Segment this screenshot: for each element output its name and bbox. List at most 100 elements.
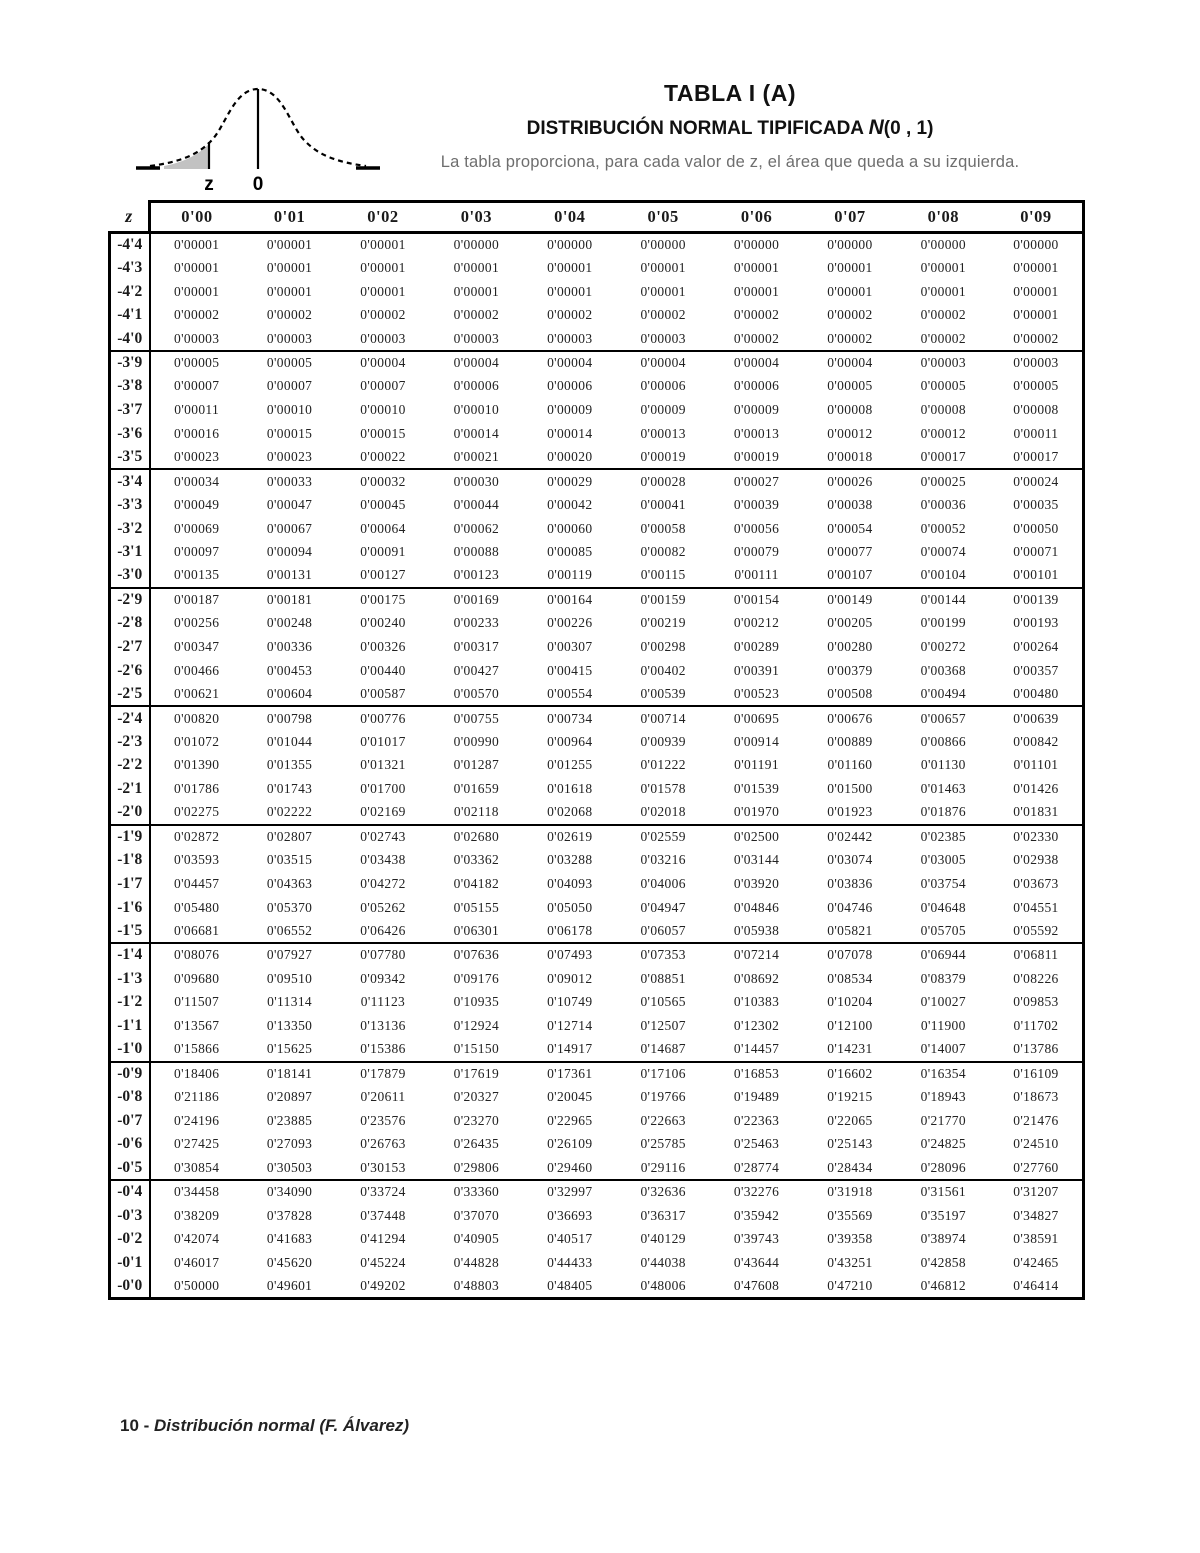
probability-cell: 0'46017 bbox=[174, 1254, 220, 1270]
probability-cell: 0'02275 bbox=[149, 801, 243, 826]
z-row-label: -2'6 bbox=[108, 658, 151, 683]
probability-cell: 0'00233 bbox=[453, 615, 500, 631]
probability-cell: 0'05705 bbox=[896, 919, 991, 945]
probability-cell: 0'19489 bbox=[733, 1089, 780, 1105]
probability-cell: 0'00317 bbox=[453, 639, 500, 655]
probability-cell: 0'00539 bbox=[616, 682, 710, 708]
probability-cell: 0'31207 bbox=[990, 1180, 1085, 1204]
probability-cell: 0'00006 bbox=[453, 378, 500, 394]
probability-cell: 0'00005 bbox=[990, 374, 1085, 399]
probability-cell: 0'04363 bbox=[266, 875, 313, 891]
probability-cell: 0'16354 bbox=[920, 1065, 967, 1081]
z-row-label: -3'2 bbox=[108, 516, 151, 541]
z-row-label: -1'3 bbox=[108, 966, 151, 991]
probability-cell: 0'37070 bbox=[453, 1207, 500, 1223]
table-header: z 0'00 0'01 0'02 0'03 0'04 0'05 0'06 0'07 0'08 0'0… bbox=[109, 200, 1085, 234]
probability-cell: 0'00347 bbox=[174, 639, 220, 655]
probability-cell: 0'00842 bbox=[990, 729, 1085, 754]
probability-cell: 0'17879 bbox=[360, 1065, 406, 1081]
table-row: -4'1 0'00002 0'00002 0'00002 0'00002 0'00002 0… bbox=[108, 303, 1085, 328]
probability-cell: 0'00714 bbox=[640, 710, 686, 726]
probability-cell: 0'00001 bbox=[360, 283, 406, 299]
probability-cell: 0'00003 bbox=[429, 327, 524, 352]
probability-cell: 0'00002 bbox=[733, 307, 780, 323]
table-row: -0'9 0'18406 0'18141 0'17879 0'17619 0'17361 0… bbox=[108, 1061, 1085, 1086]
table-row: -2'2 0'01390 0'01355 0'01321 0'01287 0'01255 0… bbox=[108, 753, 1085, 778]
probability-cell: 0'00079 bbox=[733, 544, 780, 560]
probability-cell: 0'00131 bbox=[242, 564, 337, 589]
column-header: 0'02 bbox=[336, 200, 430, 234]
probability-cell: 0'01578 bbox=[640, 781, 686, 797]
probability-cell: 0'00159 bbox=[640, 592, 686, 608]
probability-cell: 0'00111 bbox=[709, 564, 804, 589]
probability-cell: 0'13350 bbox=[266, 1018, 313, 1034]
gaussian-curve bbox=[149, 87, 367, 168]
probability-cell: 0'09510 bbox=[266, 970, 313, 986]
column-header: 0'05 bbox=[616, 200, 710, 234]
table-row: -0'8 0'21186 0'20897 0'20611 0'20327 0'20045 0… bbox=[108, 1085, 1085, 1109]
probability-cell: 0'00001 bbox=[640, 283, 686, 299]
probability-cell: 0'00621 bbox=[149, 682, 243, 708]
probability-cell: 0'00004 bbox=[827, 355, 873, 371]
probability-cell: 0'00010 bbox=[453, 402, 500, 418]
probability-cell: 0'04272 bbox=[360, 875, 406, 891]
probability-cell: 0'00014 bbox=[547, 425, 593, 441]
probability-cell: 0'00042 bbox=[547, 496, 593, 512]
probability-cell: 0'00074 bbox=[920, 544, 967, 560]
probability-cell: 0'03074 bbox=[827, 852, 873, 868]
probability-cell: 0'04947 bbox=[640, 899, 686, 915]
probability-cell: 0'07493 bbox=[547, 947, 593, 963]
probability-cell: 0'01700 bbox=[360, 781, 406, 797]
probability-cell: 0'00001 bbox=[547, 260, 593, 276]
normal-curve-figure: z 0 bbox=[118, 68, 408, 198]
z-row-label: -0'5 bbox=[108, 1156, 151, 1181]
z-row-label: -2'0 bbox=[108, 801, 151, 826]
z-row-label: -3'6 bbox=[108, 422, 151, 446]
probability-cell: 0'00047 bbox=[266, 496, 313, 512]
probability-cell: 0'06301 bbox=[429, 919, 524, 945]
probability-cell: 0'09853 bbox=[990, 990, 1085, 1015]
probability-cell: 0'22363 bbox=[733, 1112, 780, 1128]
table-row: -3'6 0'00016 0'00015 0'00015 0'00014 0'00014 0… bbox=[108, 422, 1085, 446]
probability-cell: 0'00820 bbox=[174, 710, 220, 726]
probability-cell: 0'00002 bbox=[990, 327, 1085, 352]
z-row-label: -2'2 bbox=[108, 753, 151, 778]
probability-cell: 0'00453 bbox=[266, 662, 313, 678]
probability-cell: 0'00001 bbox=[733, 260, 780, 276]
probability-cell: 0'00119 bbox=[523, 564, 617, 589]
probability-cell: 0'07927 bbox=[266, 947, 313, 963]
probability-cell: 0'00005 bbox=[266, 355, 313, 371]
z-row-label: -0'6 bbox=[108, 1132, 151, 1157]
probability-cell: 0'01659 bbox=[453, 781, 500, 797]
z-row-label: -1'0 bbox=[108, 1037, 151, 1063]
table-row: -2'4 0'00820 0'00798 0'00776 0'00755 0'00734 0… bbox=[108, 706, 1085, 730]
probability-cell: 0'00149 bbox=[827, 592, 873, 608]
z-row-label: -1'4 bbox=[108, 943, 151, 967]
probability-cell: 0'00016 bbox=[174, 425, 220, 441]
table-row: -2'8 0'00256 0'00248 0'00240 0'00233 0'00226 0… bbox=[108, 611, 1085, 636]
probability-cell: 0'00001 bbox=[990, 256, 1085, 280]
probability-cell: 0'00010 bbox=[360, 402, 406, 418]
probability-cell: 0'07078 bbox=[827, 947, 873, 963]
probability-cell: 0'01160 bbox=[827, 757, 873, 773]
probability-cell: 0'06811 bbox=[990, 943, 1085, 967]
probability-cell: 0'00001 bbox=[360, 237, 406, 253]
probability-cell: 0'42465 bbox=[990, 1251, 1085, 1275]
probability-cell: 0'00000 bbox=[990, 232, 1085, 257]
probability-cell: 0'00003 bbox=[523, 327, 617, 352]
probability-cell: 0'01101 bbox=[990, 753, 1085, 778]
probability-cell: 0'00025 bbox=[920, 473, 967, 489]
probability-cell: 0'00402 bbox=[640, 662, 686, 678]
probability-cell: 0'41294 bbox=[360, 1231, 406, 1247]
probability-cell: 0'00289 bbox=[733, 639, 780, 655]
probability-cell: 0'07214 bbox=[733, 947, 780, 963]
probability-cell: 0'02442 bbox=[827, 829, 873, 845]
probability-cell: 0'00494 bbox=[896, 682, 991, 708]
probability-cell: 0'09342 bbox=[360, 970, 406, 986]
probability-cell: 0'01222 bbox=[640, 757, 686, 773]
probability-cell: 0'00776 bbox=[360, 710, 406, 726]
probability-cell: 0'28774 bbox=[709, 1156, 804, 1181]
probability-cell: 0'00001 bbox=[266, 283, 313, 299]
probability-cell: 0'00169 bbox=[453, 592, 500, 608]
probability-cell: 0'16602 bbox=[827, 1065, 873, 1081]
